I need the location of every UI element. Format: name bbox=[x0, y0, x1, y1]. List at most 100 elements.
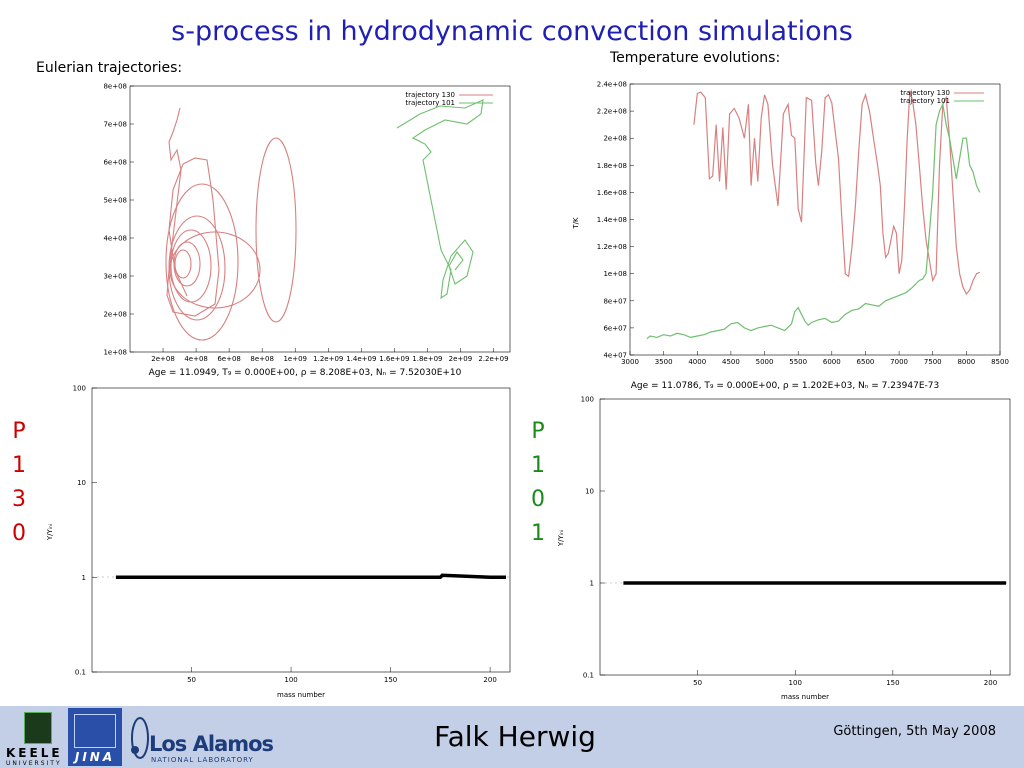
jina-logo: JINA bbox=[68, 708, 122, 766]
abundance-p130-line bbox=[115, 573, 506, 580]
temperature-ytick-label: 1.6e+08 bbox=[597, 189, 627, 197]
eulerian-xtick-label: 2e+09 bbox=[449, 355, 473, 363]
footer-bar: KEELE UNIVERSITY JINA Los Alamos NATIONA… bbox=[0, 706, 1024, 768]
eulerian-legend-130: trajectory 130 bbox=[405, 91, 455, 99]
eulerian-ytick-label: 1e+08 bbox=[103, 349, 127, 357]
temperature-frame bbox=[629, 83, 1001, 356]
los-alamos-sub: NATIONAL LABORATORY bbox=[151, 756, 254, 764]
eulerian-xtick-label: 1e+09 bbox=[283, 355, 307, 363]
abundance-p130-xtick-label: 150 bbox=[384, 676, 397, 684]
temperature-xtick-label: 5000 bbox=[756, 358, 774, 366]
temperature-legend-101: trajectory 101 bbox=[900, 97, 950, 105]
trajectory-101-temperature-line bbox=[646, 102, 981, 340]
temperature-xtick-label: 8000 bbox=[957, 358, 975, 366]
eulerian-xtick-label: 8e+08 bbox=[250, 355, 274, 363]
p130-letter-3: 3 bbox=[12, 487, 26, 512]
eulerian-caption: Age = 11.0949, T₉ = 0.000E+00, ρ = 8.208… bbox=[149, 368, 462, 378]
los-alamos-atom-icon bbox=[131, 717, 149, 759]
abundance-p130-chart: 0.1 1 10 100 50 100 150 200 Y/Yᵢₙᵢ mass number bbox=[46, 385, 511, 699]
temperature-xtick-label: 7500 bbox=[924, 358, 942, 366]
keele-wordmark: KEELE bbox=[6, 746, 63, 760]
temperature-xtick-label: 6500 bbox=[857, 358, 875, 366]
eulerian-ytick-label: 4e+08 bbox=[103, 235, 127, 243]
abundance-p130-ylabel: Y/Yᵢₙᵢ bbox=[46, 524, 54, 541]
eulerian-ytick-label: 3e+08 bbox=[103, 273, 127, 281]
eulerian-xtick-label: 1.8e+09 bbox=[412, 355, 442, 363]
keele-emblem-icon bbox=[24, 712, 52, 744]
temperature-ytick-label: 6e+07 bbox=[603, 324, 627, 332]
abundance-p130-ytick-label: 0.1 bbox=[75, 669, 86, 677]
temperature-xtick-label: 3500 bbox=[655, 358, 673, 366]
los-alamos-wordmark: Los Alamos bbox=[149, 732, 274, 756]
temperature-caption: Age = 11.0786, T₉ = 0.000E+00, ρ = 1.202… bbox=[631, 381, 939, 391]
abundance-p130-xlabel: mass number bbox=[277, 691, 325, 699]
temperature-ytick-label: 2.4e+08 bbox=[597, 81, 627, 89]
temperature-ylabel: T/K bbox=[572, 217, 580, 230]
temperature-xtick-label: 6000 bbox=[823, 358, 841, 366]
abundance-p130-ytick-label: 10 bbox=[77, 479, 86, 487]
eulerian-xtick-label: 1.2e+09 bbox=[313, 355, 343, 363]
p101-label: P 1 0 1 bbox=[528, 415, 548, 551]
eulerian-ytick-label: 2e+08 bbox=[103, 311, 127, 319]
p130-letter-1: P bbox=[12, 419, 26, 444]
jina-emblem-icon bbox=[74, 714, 116, 748]
abundance-p101-ytick-label: 10 bbox=[585, 488, 594, 496]
temperature-ytick-label: 1.4e+08 bbox=[597, 216, 627, 224]
abundance-p101-xtick-label: 50 bbox=[693, 679, 702, 687]
abundance-p130-frame bbox=[91, 387, 511, 673]
temperature-ytick-label: 1.8e+08 bbox=[597, 162, 627, 170]
abundance-p130-ytick-label: 1 bbox=[82, 574, 86, 582]
eulerian-ytick-label: 7e+08 bbox=[103, 121, 127, 129]
jina-wordmark: JINA bbox=[74, 750, 116, 764]
abundance-p101-xtick-label: 150 bbox=[886, 679, 899, 687]
p101-letter-4: 1 bbox=[531, 521, 545, 546]
eulerian-xtick-label: 2.2e+09 bbox=[478, 355, 508, 363]
abundance-p101-ylabel: Y/Yᵢₙᵢ bbox=[557, 530, 565, 547]
temperature-xtick-label: 5500 bbox=[789, 358, 807, 366]
temperature-ytick-label: 1e+08 bbox=[603, 270, 627, 278]
trajectory-130-temperature-line bbox=[693, 90, 981, 296]
abundance-p130-xtick-label: 50 bbox=[187, 676, 196, 684]
p101-letter-1: P bbox=[531, 419, 545, 444]
los-alamos-logo: Los Alamos NATIONAL LABORATORY bbox=[125, 710, 275, 766]
abundance-p101-ytick-label: 100 bbox=[581, 396, 594, 404]
temperature-legend-130: trajectory 130 bbox=[900, 89, 950, 97]
presentation-date: Göttingen, 5th May 2008 bbox=[833, 724, 996, 739]
temperature-subtitle: Temperature evolutions: bbox=[610, 50, 781, 66]
abundance-p101-ytick-label: 1 bbox=[590, 580, 594, 588]
temperature-xtick-label: 4000 bbox=[688, 358, 706, 366]
p130-letter-4: 0 bbox=[12, 521, 26, 546]
eulerian-ytick-label: 5e+08 bbox=[103, 197, 127, 205]
abundance-p101-frame bbox=[599, 398, 1011, 676]
p101-letter-3: 0 bbox=[531, 487, 545, 512]
trajectory-101-path bbox=[396, 99, 484, 300]
eulerian-xtick-label: 2e+08 bbox=[151, 355, 175, 363]
abundance-p101-chart: 0.1 1 10 100 50 100 150 200 Y/Yᵢₙᵢ mass number bbox=[557, 396, 1011, 701]
eulerian-subtitle: Eulerian trajectories: bbox=[36, 60, 183, 76]
temperature-ytick-label: 1.2e+08 bbox=[597, 243, 627, 251]
author-name: Falk Herwig bbox=[434, 720, 596, 753]
temperature-ytick-label: 2e+08 bbox=[603, 135, 627, 143]
temperature-xtick-label: 3000 bbox=[621, 358, 639, 366]
abundance-p101-ytick-label: 0.1 bbox=[583, 672, 594, 680]
abundance-p101-xtick-label: 200 bbox=[984, 679, 997, 687]
abundance-p101-xlabel: mass number bbox=[781, 693, 829, 701]
abundance-p130-ytick-label: 100 bbox=[73, 385, 86, 393]
eulerian-xtick-label: 1.6e+09 bbox=[379, 355, 409, 363]
abundance-p130-xtick-label: 100 bbox=[284, 676, 297, 684]
keele-logo: KEELE UNIVERSITY bbox=[6, 710, 64, 767]
slide-title: s-process in hydrodynamic convection sim… bbox=[171, 16, 853, 47]
temperature-xtick-label: 4500 bbox=[722, 358, 740, 366]
eulerian-chart: 1e+08 2e+08 3e+08 4e+08 5e+08 6e+08 7e+08 8e+08… bbox=[103, 83, 511, 378]
eulerian-frame bbox=[129, 85, 511, 353]
eulerian-legend-101: trajectory 101 bbox=[405, 99, 455, 107]
temperature-xtick-label: 7000 bbox=[890, 358, 908, 366]
temperature-chart: 4e+07 6e+07 8e+07 1e+08 1.2e+08 1.4e+08 1.6e+0… bbox=[572, 81, 1009, 392]
eulerian-xtick-label: 4e+08 bbox=[184, 355, 208, 363]
temperature-ytick-label: 4e+07 bbox=[603, 352, 627, 360]
p130-label: P 1 3 0 bbox=[9, 415, 29, 551]
eulerian-xtick-label: 1.4e+09 bbox=[346, 355, 376, 363]
eulerian-ytick-label: 6e+08 bbox=[103, 159, 127, 167]
keele-university: UNIVERSITY bbox=[6, 760, 62, 767]
temperature-ytick-label: 2.2e+08 bbox=[597, 108, 627, 116]
